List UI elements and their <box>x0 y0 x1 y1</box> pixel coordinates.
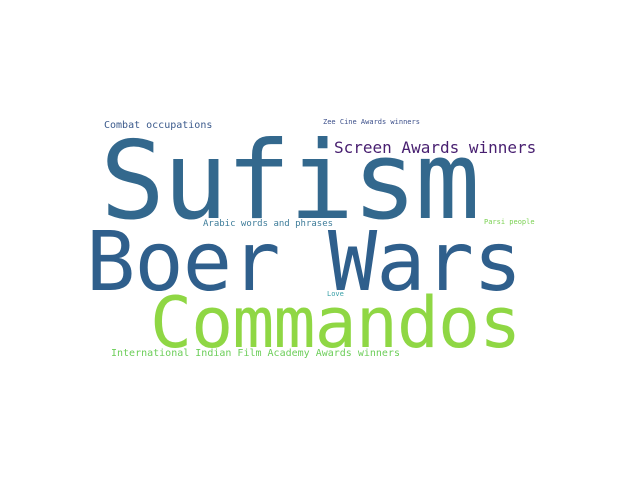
word-iifa-awards-winners: International Indian Film Academy Awards… <box>111 348 400 359</box>
word-parsi-people: Parsi people <box>484 218 535 226</box>
word-arabic-words-and-phrases: Arabic words and phrases <box>203 219 334 229</box>
word-combat-occupations: Combat occupations <box>104 120 213 131</box>
word-sufism: Sufism <box>100 119 480 244</box>
word-screen-awards-winners: Screen Awards winners <box>334 138 537 157</box>
word-boer-wars: Boer Wars <box>86 215 522 310</box>
word-zee-cine-awards-winners: Zee Cine Awards winners <box>323 118 420 126</box>
word-love: Love <box>327 290 344 298</box>
word-commandos: Commandos <box>150 282 521 364</box>
